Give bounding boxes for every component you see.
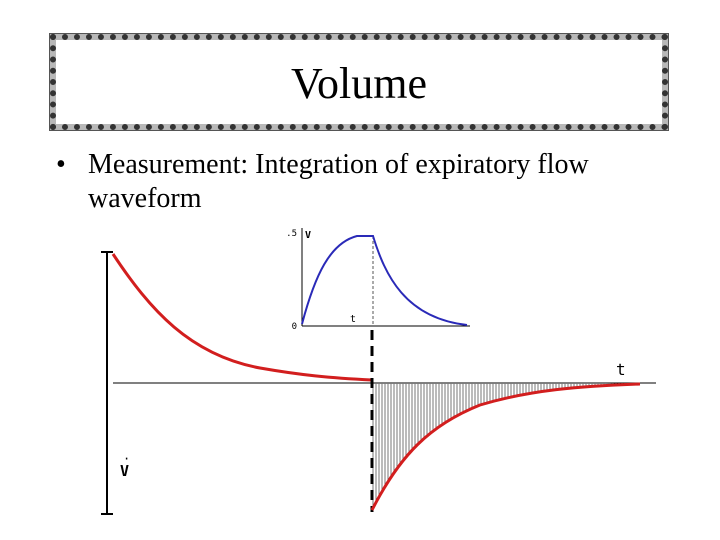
inset-y-min-label: 0 <box>292 322 297 332</box>
inset-y-label: V <box>305 230 311 241</box>
bullet-item: • Measurement: Integration of expiratory… <box>56 148 696 216</box>
bullet-marker: • <box>56 149 66 180</box>
bullet-text: Measurement: Integration of expiratory f… <box>88 149 589 214</box>
main-y-label-dot: · <box>123 452 130 466</box>
main-y-axis-bracket <box>101 251 113 515</box>
inset-volume-curve <box>301 235 468 326</box>
inset-volume-plot: .5 V 0 t <box>286 228 470 332</box>
bullet-list: • Measurement: Integration of expiratory… <box>56 148 696 216</box>
main-flow-plot: t V · <box>101 251 656 515</box>
main-y-label: V <box>120 462 129 480</box>
inspiratory-flow-curve <box>111 253 373 382</box>
inset-y-max-label: .5 <box>286 229 297 239</box>
integrated-area-shading <box>372 383 640 510</box>
slide-title: Volume <box>290 59 428 108</box>
main-x-label: t <box>616 360 626 379</box>
expiratory-flow-curve <box>370 382 641 511</box>
inset-x-label: t <box>350 314 356 325</box>
title-frame: Volume <box>49 33 669 131</box>
